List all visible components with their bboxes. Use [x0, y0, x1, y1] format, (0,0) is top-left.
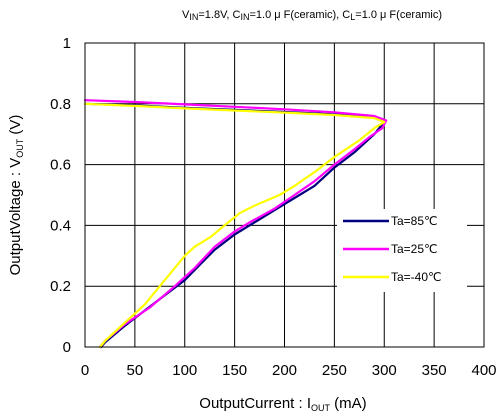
- legend-label-0: Ta=85℃: [391, 214, 438, 228]
- x-tick-label: 50: [127, 362, 144, 379]
- x-axis-title: OutputCurrent : IOUT (mA): [199, 395, 366, 413]
- y-tick-label: 1: [63, 35, 71, 52]
- y-tick-label: 0: [63, 339, 71, 356]
- y-tick-label: 0.8: [50, 96, 71, 113]
- legend-label-2: Ta=-40℃: [391, 270, 442, 284]
- legend-label-1: Ta=25℃: [391, 242, 438, 256]
- x-tick-label: 150: [222, 362, 247, 379]
- y-tick-label: 0.6: [50, 157, 71, 174]
- y-tick-label: 0.2: [50, 278, 71, 295]
- x-tick-label: 200: [272, 362, 297, 379]
- x-tick-labels: 0 50 100 150 200 250 300 350 400: [81, 362, 497, 379]
- x-tick-label: 100: [172, 362, 197, 379]
- x-tick-label: 400: [471, 362, 496, 379]
- series-lines: [83, 99, 388, 349]
- x-tick-label: 0: [81, 362, 89, 379]
- chart-title: VIN=1.8V, CIN=1.0 μ F(ceramic), CL=1.0 μ…: [182, 9, 442, 22]
- y-tick-label: 0.4: [50, 217, 71, 234]
- legend: Ta=85℃ Ta=25℃ Ta=-40℃: [337, 209, 467, 292]
- y-tick-labels: 0 0.2 0.4 0.6 0.8 1: [50, 35, 71, 356]
- series-line-1: [83, 99, 388, 349]
- x-tick-label: 300: [372, 362, 397, 379]
- grid: [84, 42, 485, 348]
- x-tick-label: 250: [322, 362, 347, 379]
- y-axis-title: OutputVoltage : VOUT (V): [7, 115, 25, 276]
- x-tick-label: 350: [422, 362, 447, 379]
- series-line-2: [83, 102, 386, 349]
- plot-frame: [84, 42, 485, 348]
